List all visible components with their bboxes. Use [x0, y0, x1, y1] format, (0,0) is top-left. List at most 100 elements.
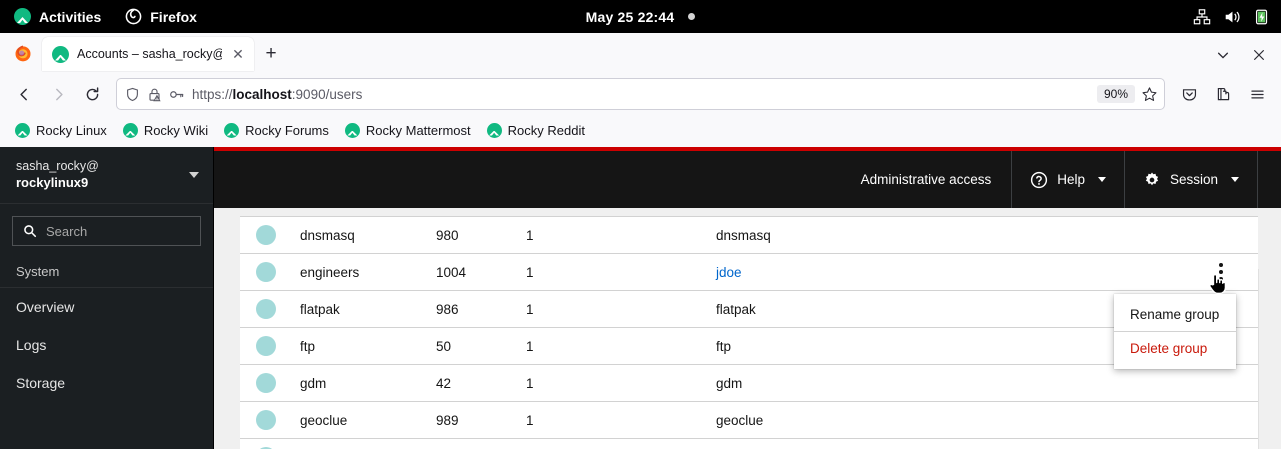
session-menu[interactable]: Session	[1123, 151, 1257, 208]
table-row[interactable]: ftp 50 1 ftp	[240, 328, 1258, 365]
group-users: ftp	[716, 338, 732, 354]
group-name: ftp	[300, 338, 316, 354]
chevron-down-icon[interactable]	[1207, 39, 1239, 71]
kebab-menu-icon[interactable]	[1212, 261, 1230, 285]
notification-dot-icon	[688, 13, 696, 20]
bookmark-label: Rocky Forums	[245, 122, 329, 138]
table-row[interactable]: engineers 1004 1 jdoe	[240, 254, 1258, 291]
administrative-access-button[interactable]: Administrative access	[860, 172, 992, 187]
group-user-count: 1	[526, 264, 534, 280]
chevron-down-icon	[1097, 177, 1106, 182]
search-input[interactable]: Search	[12, 216, 201, 246]
forward-button[interactable]	[42, 78, 74, 110]
table-row[interactable]: dnsmasq 980 1 dnsmasq	[240, 217, 1258, 254]
group-name: geoclue	[300, 412, 348, 428]
shield-icon[interactable]	[125, 87, 140, 102]
host-name: rockylinux9	[16, 174, 89, 190]
help-menu[interactable]: Help	[1011, 151, 1124, 208]
group-name: engineers	[300, 264, 360, 280]
bookmark-label: Rocky Reddit	[507, 122, 585, 138]
lock-warning-icon[interactable]	[147, 87, 162, 102]
group-user-count: 1	[526, 375, 534, 391]
bookmark-label: Rocky Mattermost	[365, 122, 471, 138]
row-actions	[1212, 254, 1230, 291]
group-actions-dropdown: Rename group Delete group	[1114, 294, 1236, 369]
chevron-down-icon	[189, 172, 199, 178]
rocky-icon	[486, 122, 502, 138]
host-user: sasha_rocky@	[16, 159, 99, 174]
rocky-icon	[224, 122, 240, 138]
help-label: Help	[1057, 172, 1085, 187]
group-users: geoclue	[716, 412, 764, 428]
rename-group-menu-item[interactable]: Rename group	[1130, 307, 1220, 322]
bookmark-rocky-reddit[interactable]: Rocky Reddit	[480, 120, 592, 141]
help-icon	[1031, 171, 1048, 188]
bookmark-label: Rocky Wiki	[143, 122, 209, 138]
clock[interactable]: May 25 22:44	[585, 8, 675, 25]
sidebar-section-system: System	[0, 254, 213, 288]
group-id: 50	[436, 338, 452, 354]
avatar	[256, 336, 276, 356]
rocky-icon	[14, 8, 31, 25]
gnome-status-tray[interactable]	[1193, 0, 1271, 33]
menu-divider	[1114, 331, 1236, 332]
menu-icon[interactable]	[1241, 78, 1273, 110]
close-icon[interactable]: ✕	[232, 46, 244, 62]
topnav-spacer	[1257, 151, 1281, 208]
avatar	[256, 299, 276, 319]
host-switcher[interactable]: sasha_rocky@ rockylinux9	[0, 147, 213, 204]
cockpit-topnav: Administrative access Help Session	[214, 151, 1281, 208]
avatar	[256, 373, 276, 393]
zoom-level-badge[interactable]: 90%	[1096, 85, 1135, 103]
group-name: flatpak	[300, 301, 340, 317]
pocket-icon[interactable]	[1173, 78, 1205, 110]
bookmark-rocky-forums[interactable]: Rocky Forums	[217, 120, 336, 141]
delete-group-menu-item[interactable]: Delete group	[1130, 341, 1208, 356]
key-icon[interactable]	[169, 87, 185, 102]
group-name: dnsmasq	[300, 227, 355, 243]
group-users: flatpak	[716, 301, 756, 317]
session-label: Session	[1169, 172, 1218, 187]
content-scrollbar[interactable]	[1258, 269, 1281, 449]
sidebar-item-logs[interactable]: Logs	[16, 337, 47, 353]
search-placeholder: Search	[46, 223, 88, 239]
table-row[interactable]: gdm 42 1 gdm	[240, 365, 1258, 402]
url-bar-right: 90%	[1096, 85, 1158, 103]
group-users-link[interactable]: jdoe	[716, 264, 742, 280]
table-row[interactable]: flatpak 986 1 flatpak	[240, 291, 1258, 328]
browser-toolbar-right	[1173, 78, 1273, 110]
star-icon[interactable]	[1141, 86, 1158, 103]
activities-button[interactable]: Activities	[0, 0, 113, 33]
group-users: dnsmasq	[716, 227, 771, 243]
gnome-top-bar: Activities Firefox May 25 22:44	[0, 0, 1281, 33]
sidebar-item-storage[interactable]: Storage	[16, 375, 66, 391]
table-row[interactable]	[240, 439, 1258, 449]
volume-icon	[1225, 11, 1240, 22]
url-bar[interactable]: https://localhost:9090/users 90%	[116, 78, 1165, 110]
tab-strip: Accounts – sasha_rocky@ ✕ +	[0, 33, 1281, 73]
extensions-icon[interactable]	[1207, 78, 1239, 110]
close-window-icon[interactable]	[1243, 39, 1275, 71]
bookmark-label: Rocky Linux	[36, 122, 107, 138]
cockpit-app: sasha_rocky@ rockylinux9 Search System O…	[0, 147, 1281, 449]
firefox-icon	[15, 45, 31, 62]
firefox-app-menu[interactable]: Firefox	[113, 0, 209, 33]
bookmark-rocky-linux[interactable]: Rocky Linux	[8, 120, 114, 141]
group-user-count: 1	[526, 412, 534, 428]
group-id: 1004	[436, 264, 467, 280]
group-id: 989	[436, 412, 459, 428]
host-info: sasha_rocky@ rockylinux9	[16, 159, 183, 191]
firefox-icon	[125, 8, 142, 25]
bookmark-rocky-mattermost[interactable]: Rocky Mattermost	[338, 120, 478, 141]
table-row[interactable]: geoclue 989 1 geoclue	[240, 402, 1258, 439]
reload-button[interactable]	[76, 78, 108, 110]
sidebar-item-overview[interactable]: Overview	[16, 299, 75, 315]
url-text[interactable]: https://localhost:9090/users	[192, 86, 363, 102]
network-icon	[1193, 8, 1211, 24]
cockpit-sidebar: sasha_rocky@ rockylinux9 Search System O…	[0, 147, 214, 449]
bookmark-rocky-wiki[interactable]: Rocky Wiki	[116, 120, 215, 141]
back-button[interactable]	[8, 78, 40, 110]
browser-tab[interactable]: Accounts – sasha_rocky@ ✕	[42, 37, 254, 71]
new-tab-button[interactable]: +	[265, 43, 277, 64]
avatar	[256, 410, 276, 430]
